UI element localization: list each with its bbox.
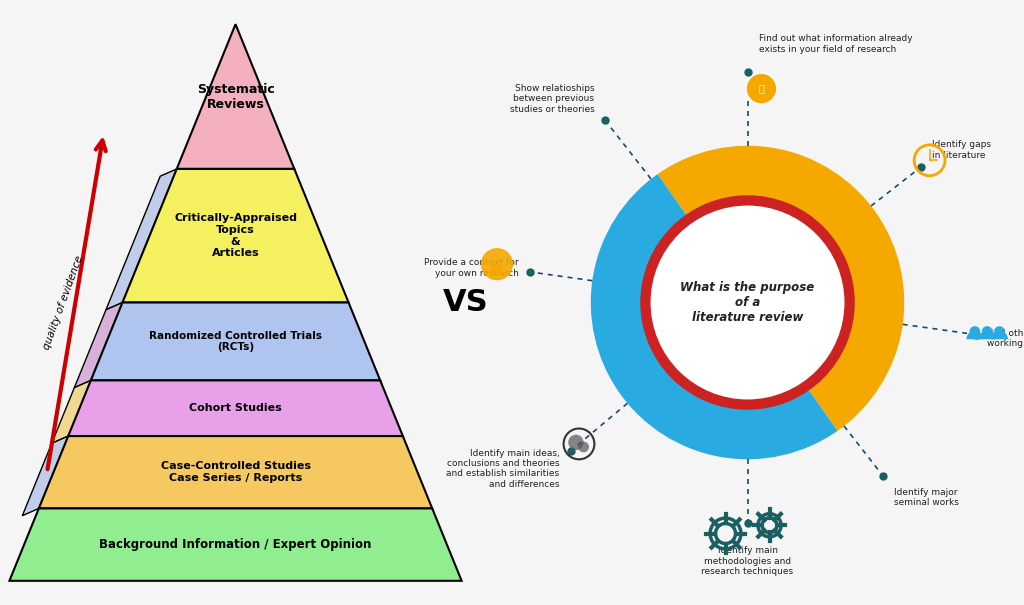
Text: Critically-Appraised
Topics
&
Articles: Critically-Appraised Topics & Articles xyxy=(174,214,297,258)
Circle shape xyxy=(746,73,777,104)
Text: quality of evidence: quality of evidence xyxy=(42,254,85,351)
Text: 💬: 💬 xyxy=(759,83,764,94)
Text: Background Information / Expert Opinion: Background Information / Expert Opinion xyxy=(99,538,372,551)
Text: Show relatioships
between previous
studies or theories: Show relatioships between previous studi… xyxy=(510,84,594,114)
Circle shape xyxy=(568,434,584,450)
Polygon shape xyxy=(9,508,462,581)
Polygon shape xyxy=(23,436,69,515)
Text: VS: VS xyxy=(443,288,488,317)
Polygon shape xyxy=(91,302,380,381)
Text: What is the purpose
of a
literature review: What is the purpose of a literature revi… xyxy=(680,281,815,324)
Wedge shape xyxy=(657,146,904,431)
Polygon shape xyxy=(123,169,348,302)
Polygon shape xyxy=(69,381,402,436)
Bar xyxy=(490,265,503,273)
Text: Find out what information already
exists in your field of research: Find out what information already exists… xyxy=(759,34,912,54)
Wedge shape xyxy=(967,331,983,339)
Polygon shape xyxy=(75,302,123,388)
Circle shape xyxy=(651,206,844,399)
Text: Case-Controlled Studies
Case Series / Reports: Case-Controlled Studies Case Series / Re… xyxy=(161,462,310,483)
Circle shape xyxy=(970,326,980,337)
Text: Systematic
Reviews: Systematic Reviews xyxy=(197,82,274,111)
Text: Randomized Controlled Trials
(RCTs): Randomized Controlled Trials (RCTs) xyxy=(150,331,322,352)
Polygon shape xyxy=(177,24,294,169)
Circle shape xyxy=(982,326,992,337)
Wedge shape xyxy=(591,174,838,459)
Text: Identify main ideas,
conclusions and theories
and establish similarities
and dif: Identify main ideas, conclusions and the… xyxy=(446,448,559,489)
Text: Cohort Studies: Cohort Studies xyxy=(189,404,282,413)
Polygon shape xyxy=(106,169,177,310)
Wedge shape xyxy=(991,331,1008,339)
Text: Provide a context for
your own research: Provide a context for your own research xyxy=(424,258,519,278)
Wedge shape xyxy=(640,195,855,410)
Polygon shape xyxy=(52,381,91,443)
Text: Find other people
working in your field: Find other people working in your field xyxy=(987,329,1024,348)
Circle shape xyxy=(579,442,589,453)
Text: Identify major
seminal works: Identify major seminal works xyxy=(894,488,958,507)
Wedge shape xyxy=(979,331,995,339)
Circle shape xyxy=(481,249,512,280)
Text: Identify gaps
in literature: Identify gaps in literature xyxy=(932,140,991,160)
Text: Identify main
methodologies and
research techniques: Identify main methodologies and research… xyxy=(701,546,794,576)
Circle shape xyxy=(994,326,1005,337)
Polygon shape xyxy=(39,436,432,508)
